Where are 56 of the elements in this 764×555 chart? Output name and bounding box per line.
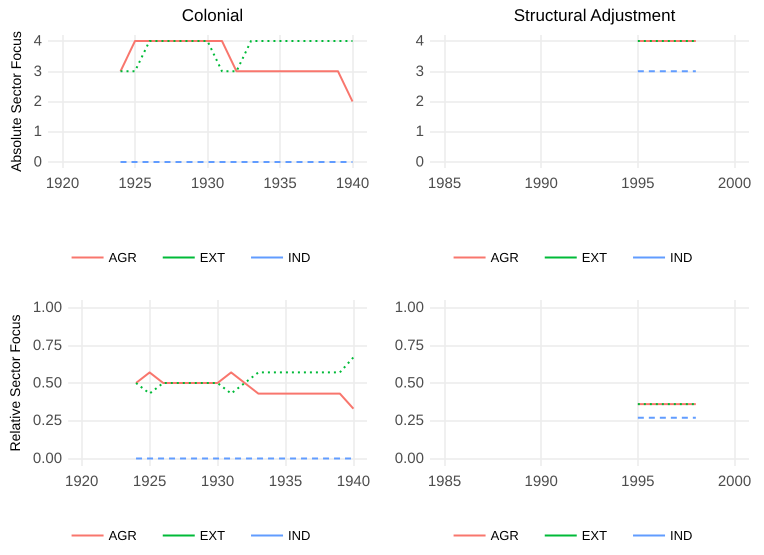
- x-tick-label: 1930: [190, 175, 224, 192]
- x-tick-label: 1990: [524, 175, 558, 192]
- x-tick-label: 1985: [428, 175, 462, 192]
- x-tick-label: 2000: [718, 175, 752, 192]
- legend-label: EXT: [582, 250, 608, 265]
- x-tick-label: 1940: [336, 473, 370, 490]
- y-tick-label: 2: [34, 93, 42, 110]
- legend-label: AGR: [108, 528, 137, 543]
- chart-title: Structural Adjustment: [514, 6, 676, 25]
- x-tick-label: 2000: [718, 473, 752, 490]
- x-tick-label: 1925: [118, 175, 152, 192]
- x-tick-label: 1920: [46, 175, 80, 192]
- chart-title: Colonial: [182, 6, 244, 25]
- y-tick-label: 0.25: [394, 412, 424, 430]
- legend-label: EXT: [582, 528, 608, 543]
- x-tick-label: 1935: [268, 473, 302, 490]
- x-tick-label: 1930: [200, 473, 234, 490]
- legend-label: AGR: [490, 528, 519, 543]
- x-tick-label: 1995: [621, 175, 655, 192]
- legend-label: AGR: [490, 250, 519, 265]
- legend-label: IND: [670, 250, 692, 265]
- y-axis-title: Absolute Sector Focus: [8, 31, 24, 172]
- x-tick-label: 1940: [336, 175, 370, 192]
- y-tick-label: 0.50: [32, 374, 62, 392]
- legend-label: AGR: [108, 250, 137, 265]
- y-tick-label: 0.00: [32, 450, 62, 467]
- y-tick-label: 3: [34, 62, 42, 80]
- y-tick-label: 0.75: [394, 336, 424, 354]
- legend-label: EXT: [200, 250, 226, 265]
- x-tick-label: 1935: [263, 175, 297, 192]
- legend-label: IND: [288, 250, 310, 265]
- y-tick-label: 0: [34, 153, 42, 170]
- y-tick-label: 0: [416, 153, 424, 170]
- y-tick-label: 0.25: [32, 412, 62, 430]
- y-tick-label: 0.00: [394, 450, 424, 467]
- y-tick-label: 1.00: [32, 299, 62, 316]
- x-tick-label: 1925: [132, 473, 166, 490]
- x-tick-label: 1920: [64, 473, 98, 490]
- y-tick-label: 0.75: [32, 336, 62, 354]
- y-tick-label: 1: [34, 123, 42, 140]
- y-tick-label: 1.00: [394, 299, 424, 316]
- legend-label: IND: [670, 528, 692, 543]
- y-tick-label: 4: [416, 32, 424, 50]
- line-series: [135, 356, 354, 395]
- y-tick-label: 4: [34, 32, 42, 50]
- x-tick-label: 1990: [524, 473, 558, 490]
- x-tick-label: 1985: [428, 473, 462, 490]
- line-series: [135, 371, 354, 410]
- x-tick-label: 1995: [621, 473, 655, 490]
- legend-label: EXT: [200, 528, 226, 543]
- y-axis-title: Relative Sector Focus: [7, 314, 23, 452]
- y-tick-label: 2: [416, 93, 424, 110]
- y-tick-label: 3: [416, 62, 424, 80]
- legend-label: IND: [288, 528, 310, 543]
- y-tick-label: 0.50: [394, 374, 424, 392]
- y-tick-label: 1: [416, 123, 424, 140]
